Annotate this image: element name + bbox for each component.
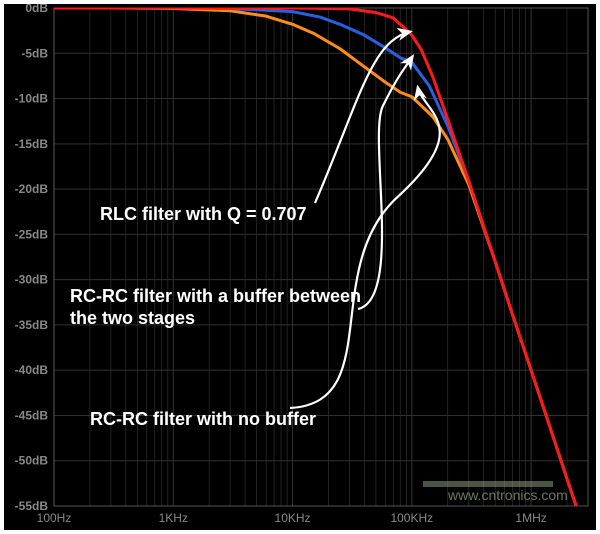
- xtick-label: 100KHz: [390, 511, 433, 525]
- ytick-label: -5dB: [21, 46, 48, 60]
- xtick-label: 1KHz: [159, 511, 188, 525]
- ytick-label: -35dB: [15, 318, 49, 332]
- plot-area: [54, 8, 588, 506]
- bode-plot: 0dB -5dB -10dB -15dB -20dB -25dB -30dB -35dB -40…: [0, 0, 600, 534]
- ytick-label: -20dB: [15, 182, 49, 196]
- chart-frame: 0dB -5dB -10dB -15dB -20dB -25dB -30dB -35dB -40…: [0, 0, 600, 534]
- xtick-label: 100Hz: [37, 511, 72, 525]
- annotation-text-buffer_label: RC-RC filter with a buffer between: [70, 286, 361, 306]
- ytick-label: 0dB: [25, 1, 48, 15]
- annotation-text-nobuffer_label: RC-RC filter with no buffer: [90, 409, 316, 429]
- ytick-label: -45dB: [15, 408, 49, 422]
- watermark: www.cntronics.com: [447, 487, 568, 503]
- ytick-label: -50dB: [15, 454, 49, 468]
- annotation-text-buffer_label: the two stages: [70, 308, 195, 328]
- annotation-text-rlc_label: RLC filter with Q = 0.707: [100, 204, 307, 224]
- ytick-label: -40dB: [15, 363, 49, 377]
- ytick-label: -25dB: [15, 227, 49, 241]
- ytick-label: -15dB: [15, 137, 49, 151]
- ytick-label: -30dB: [15, 273, 49, 287]
- xtick-label: 10KHz: [275, 511, 311, 525]
- ytick-label: -10dB: [15, 92, 49, 106]
- xtick-label: 1MHz: [515, 511, 546, 525]
